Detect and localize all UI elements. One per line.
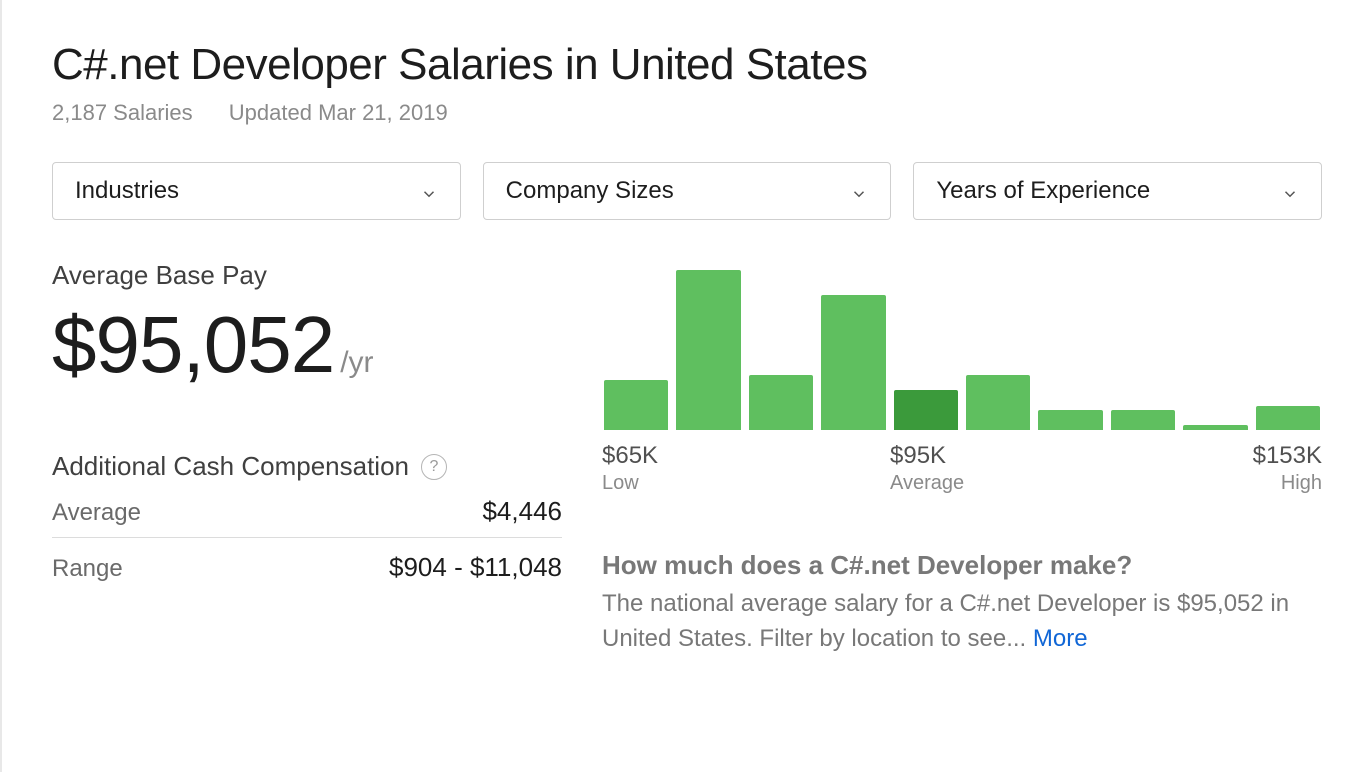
description-body: The national average salary for a C#.net…: [602, 587, 1322, 657]
additional-comp-title: Additional Cash Compensation: [52, 451, 409, 482]
salary-histogram: [602, 260, 1322, 430]
histogram-bar[interactable]: [821, 295, 885, 430]
histogram-bar[interactable]: [604, 380, 668, 430]
chart-label-high-tag: High: [1253, 472, 1322, 495]
filter-experience-label: Years of Experience: [936, 177, 1150, 205]
chart-label-high: $153K High: [1253, 442, 1322, 495]
additional-comp-average-label: Average: [52, 499, 141, 527]
filter-experience[interactable]: Years of Experience: [913, 162, 1322, 220]
histogram-bar[interactable]: [676, 270, 740, 430]
avg-base-pay-label: Average Base Pay: [52, 260, 562, 291]
description-text: The national average salary for a C#.net…: [602, 590, 1289, 652]
chart-label-average: $95K Average: [890, 442, 964, 495]
chart-label-average-tag: Average: [890, 472, 964, 495]
chart-label-average-amount: $95K: [890, 442, 964, 470]
filter-industries-label: Industries: [75, 177, 179, 205]
updated-date: Updated Mar 21, 2019: [229, 100, 448, 125]
filter-row: Industries Company Sizes Years of Experi…: [52, 162, 1322, 220]
header-meta: 2,187 Salaries Updated Mar 21, 2019: [52, 100, 1322, 126]
avg-base-pay-suffix: /yr: [340, 346, 373, 380]
chevron-down-icon: [1281, 182, 1299, 200]
histogram-bar[interactable]: [894, 390, 958, 430]
chevron-down-icon: [850, 182, 868, 200]
page-title: C#.net Developer Salaries in United Stat…: [52, 40, 1322, 90]
chart-label-low-tag: Low: [602, 472, 658, 495]
additional-comp-range-row: Range $904 - $11,048: [52, 538, 562, 593]
chevron-down-icon: [420, 182, 438, 200]
help-icon[interactable]: ?: [421, 454, 447, 480]
histogram-bar[interactable]: [1111, 410, 1175, 430]
histogram-bar[interactable]: [1256, 406, 1320, 430]
filter-industries[interactable]: Industries: [52, 162, 461, 220]
histogram-bar[interactable]: [1183, 425, 1247, 430]
salary-count: 2,187 Salaries: [52, 100, 193, 125]
histogram-bar[interactable]: [966, 375, 1030, 430]
histogram-bar[interactable]: [1038, 410, 1102, 430]
avg-base-pay-value: $95,052: [52, 299, 334, 391]
additional-comp-average-value: $4,446: [482, 496, 562, 527]
histogram-bar[interactable]: [749, 375, 813, 430]
chart-label-high-amount: $153K: [1253, 442, 1322, 470]
filter-company-sizes-label: Company Sizes: [506, 177, 674, 205]
filter-company-sizes[interactable]: Company Sizes: [483, 162, 892, 220]
additional-comp-average-row: Average $4,446: [52, 482, 562, 538]
chart-label-low: $65K Low: [602, 442, 658, 495]
additional-comp-range-label: Range: [52, 555, 123, 583]
additional-comp-range-value: $904 - $11,048: [389, 552, 562, 583]
chart-axis-labels: $65K Low $95K Average $153K High: [602, 442, 1322, 502]
description-question: How much does a C#.net Developer make?: [602, 550, 1322, 581]
chart-label-low-amount: $65K: [602, 442, 658, 470]
more-link[interactable]: More: [1033, 625, 1088, 652]
